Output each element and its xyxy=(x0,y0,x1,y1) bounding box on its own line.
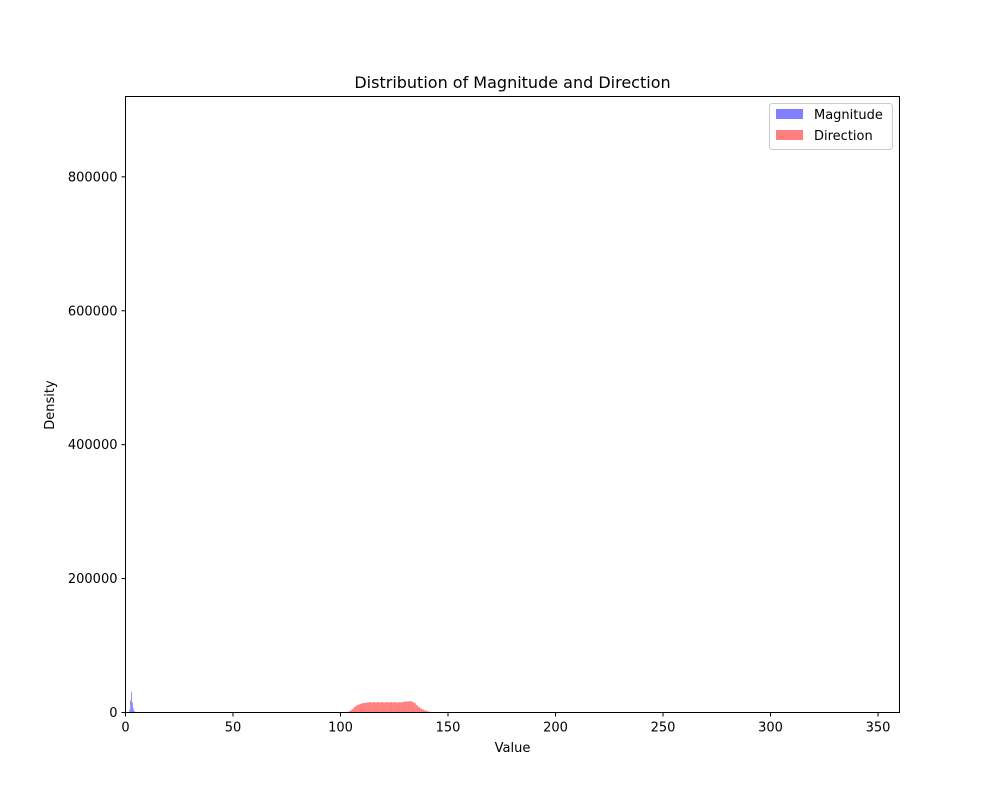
direction-bar xyxy=(392,702,395,713)
magnitude-bar xyxy=(129,709,131,713)
x-tick-label: 250 xyxy=(651,721,676,736)
direction-bar xyxy=(351,709,354,713)
y-tick-label: 800000 xyxy=(68,170,118,185)
direction-bar xyxy=(381,702,384,713)
x-tick-label: 150 xyxy=(436,721,461,736)
direction-bar xyxy=(387,702,390,713)
direction-bar xyxy=(374,702,378,713)
direction-bar xyxy=(411,701,414,713)
direction-bar xyxy=(364,702,367,713)
y-tick-label: 200000 xyxy=(68,572,118,587)
direction-bar xyxy=(420,708,423,713)
direction-bar xyxy=(353,707,356,713)
y-axis-label: Density xyxy=(43,380,58,430)
direction-bar xyxy=(405,701,408,713)
direction-bar xyxy=(377,702,380,713)
direction-bar xyxy=(424,710,427,713)
direction-bar xyxy=(426,711,429,713)
x-tick-label: 200 xyxy=(543,721,568,736)
legend-swatch-magnitude xyxy=(776,109,803,119)
direction-bar xyxy=(368,702,371,713)
direction-bar xyxy=(385,702,388,713)
direction-bar xyxy=(396,702,399,713)
x-tick-label: 50 xyxy=(225,721,242,736)
chart-title: Distribution of Magnitude and Direction xyxy=(354,73,670,92)
y-tick-label: 600000 xyxy=(68,304,118,319)
direction-bar xyxy=(372,702,375,713)
legend-label-direction: Direction xyxy=(814,129,873,144)
y-tick-label: 0 xyxy=(109,706,117,721)
magnitude-bar xyxy=(133,711,135,713)
legend-label-magnitude: Magnitude xyxy=(814,108,883,123)
direction-bar xyxy=(402,701,405,713)
direction-bar xyxy=(362,703,365,713)
direction-bar xyxy=(359,703,362,713)
direction-bar xyxy=(407,701,410,713)
direction-bar xyxy=(357,704,360,713)
y-axis-ticks: 0 200000 400000 600000 800000 xyxy=(68,170,126,721)
x-tick-label: 300 xyxy=(758,721,783,736)
x-axis-label: Value xyxy=(495,741,531,756)
direction-bar xyxy=(394,702,397,713)
direction-bar xyxy=(383,702,386,713)
direction-bar xyxy=(398,702,401,713)
direction-bar xyxy=(366,702,369,713)
x-tick-label: 100 xyxy=(328,721,353,736)
magnitude-bar xyxy=(131,691,132,713)
direction-bar xyxy=(349,710,352,713)
direction-bar xyxy=(415,705,418,713)
legend-swatch-direction xyxy=(776,130,803,140)
plot-frame xyxy=(125,96,900,713)
legend: Magnitude Direction xyxy=(769,103,893,150)
x-tick-label: 0 xyxy=(121,721,129,736)
direction-bar xyxy=(413,703,416,713)
direction-bar xyxy=(422,709,425,713)
direction-bar xyxy=(389,702,393,713)
x-tick-label: 350 xyxy=(866,721,891,736)
direction-bar xyxy=(409,701,412,713)
y-tick-label: 400000 xyxy=(68,438,118,453)
direction-bar xyxy=(417,707,421,713)
direction-bar xyxy=(370,702,373,713)
magnitude-bar xyxy=(131,702,133,713)
direction-bar xyxy=(355,705,358,713)
direction-bar xyxy=(379,702,382,713)
magnitude-bar xyxy=(132,708,134,713)
x-axis-ticks: 0 50 100 150 200 250 300 350 xyxy=(121,712,891,736)
direction-bar xyxy=(400,702,403,713)
magnitude-bar xyxy=(130,700,132,713)
